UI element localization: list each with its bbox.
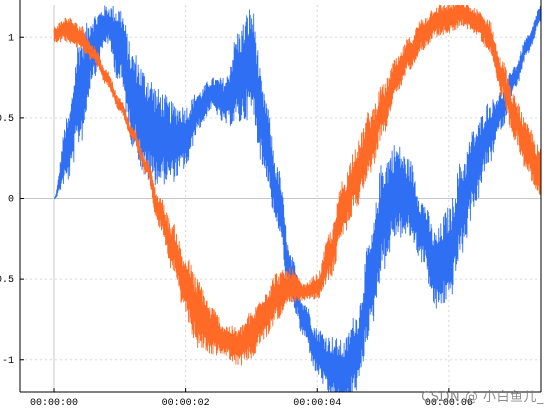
plot-frame [19, 0, 542, 393]
watermark: CSDN @ 小白鱼儿_ [421, 390, 544, 405]
x-tick-label: 00:00:04 [293, 398, 341, 409]
x-tick-label: 00:00:00 [30, 398, 78, 409]
x-tick-label: 00:00:02 [162, 398, 210, 409]
y-tick-label: 0 [8, 195, 14, 206]
y-tick-label: 0.5 [0, 114, 14, 125]
y-tick-label: 1 [8, 33, 14, 44]
x-tick-label: 00:00:06 [425, 398, 473, 409]
y-tick-label: -1 [2, 356, 14, 367]
tick-layer: 1 0.5 0 -0.5 -1 00:00:00 00:00:02 00:00:04 00:00… [0, 33, 473, 409]
series-layer [53, 5, 541, 392]
series-line-2 [53, 5, 541, 366]
y-tick-label: -0.5 [0, 275, 14, 286]
